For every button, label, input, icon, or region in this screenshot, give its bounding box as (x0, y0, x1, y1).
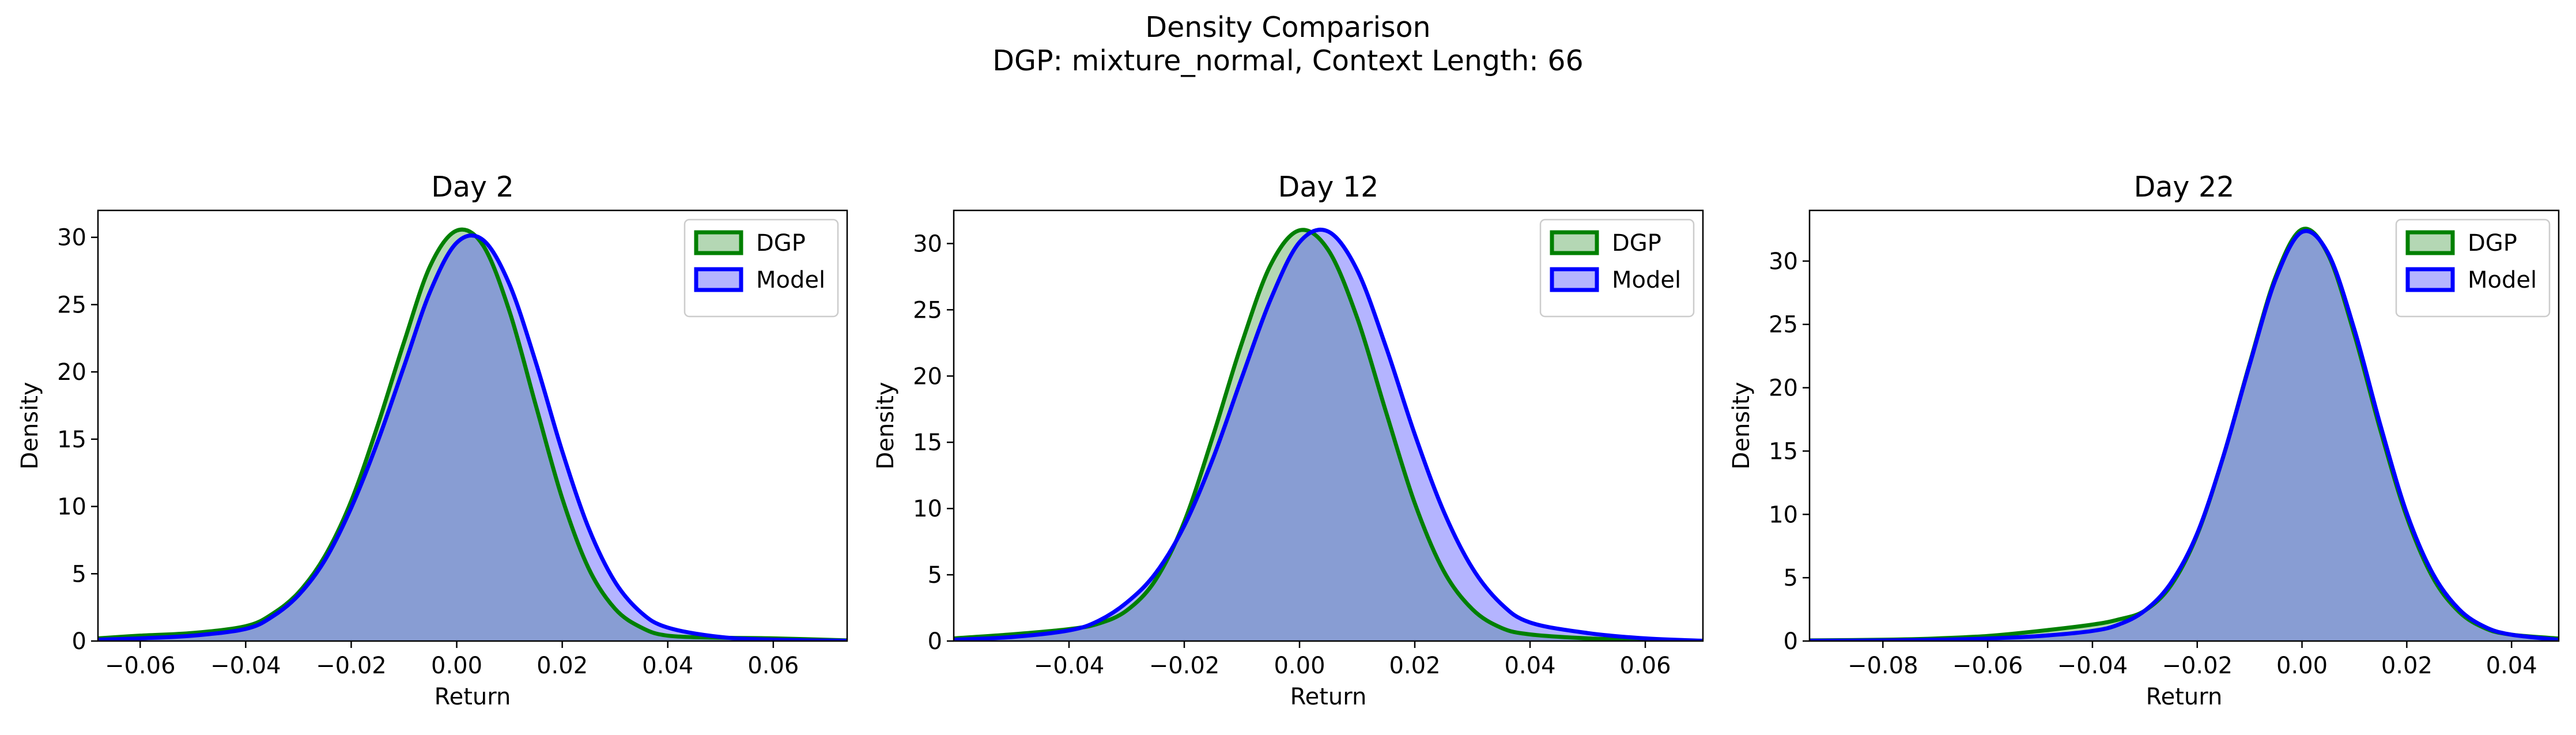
y-tick-label: 30 (1769, 248, 1798, 275)
legend-swatch-dgp (1550, 230, 1599, 255)
panel-title: Day 22 (2134, 171, 2235, 203)
y-tick-label: 5 (72, 561, 86, 587)
y-tick-label: 5 (1784, 565, 1798, 591)
series-area-dgp (1810, 228, 2559, 641)
y-axis-label: Density (872, 382, 899, 469)
x-axis-label: Return (435, 684, 511, 710)
legend-label-model: Model (2468, 267, 2537, 293)
x-tick-label: 0.06 (747, 653, 799, 679)
legend-swatch-model (2405, 267, 2455, 292)
legend-box (683, 218, 839, 318)
x-tick-label: 0.06 (1619, 653, 1671, 679)
legend-swatch-model (694, 267, 743, 292)
legend: DGP Model (1539, 218, 1695, 318)
y-tick-label: 30 (913, 231, 942, 257)
series-line-dgp (954, 228, 1703, 641)
legend-swatch-model (1550, 267, 1599, 292)
axes-frame (97, 209, 848, 642)
x-tick-label: 0.04 (642, 653, 693, 679)
series-area-dgp (954, 229, 1703, 641)
series-area-dgp (98, 229, 847, 641)
axes-frame (1808, 209, 2560, 642)
series-line-model (1810, 229, 2559, 641)
legend-box (1539, 218, 1695, 318)
figure-title: Density Comparison (1145, 11, 1430, 44)
series-area-model (98, 235, 847, 641)
x-tick-label: −0.08 (1848, 653, 1918, 679)
y-tick-label: 15 (1769, 438, 1798, 465)
y-tick-label: 10 (1769, 502, 1798, 528)
series-line-dgp (98, 227, 847, 641)
x-tick-label: −0.06 (1952, 653, 2023, 679)
x-tick-label: 0.00 (2276, 653, 2328, 679)
plot-area (954, 228, 1703, 641)
figure-subtitle: DGP: mixture_normal, Context Length: 66 (992, 44, 1583, 77)
x-axis-label: Return (1290, 684, 1367, 710)
panel-title: Day 12 (1278, 171, 1379, 203)
y-tick-label: 10 (913, 496, 942, 522)
x-tick-label: 0.02 (1389, 653, 1440, 679)
y-tick-label: 10 (57, 494, 86, 521)
x-tick-label: −0.02 (1149, 653, 1220, 679)
legend: DGP Model (683, 218, 839, 318)
plot-area (1810, 227, 2559, 641)
legend-label-dgp: DGP (1612, 230, 1661, 257)
panel-3: −0.08 −0.06 −0.04 −0.02 0.00 0.02 0.04 0 5 10 15 20… (1728, 171, 2560, 710)
y-tick-label: 20 (1769, 375, 1798, 402)
y-tick-label: 25 (1769, 312, 1798, 338)
x-tick-label: 0.04 (2486, 653, 2537, 679)
legend-swatch-dgp (2405, 230, 2455, 255)
x-tick-label: 0.02 (2381, 653, 2433, 679)
series-line-model (954, 228, 1703, 641)
x-tick-label: −0.06 (105, 653, 176, 679)
series-area-model (1810, 231, 2559, 641)
x-tick-label: 0.04 (1504, 653, 1555, 679)
y-tick-label: 5 (928, 562, 942, 589)
legend-label-dgp: DGP (2468, 230, 2517, 257)
legend-label-model: Model (1612, 267, 1681, 293)
x-tick-label: −0.02 (2162, 653, 2233, 679)
x-tick-label: −0.04 (210, 653, 281, 679)
x-tick-label: −0.02 (316, 653, 387, 679)
legend: DGP Model (2395, 218, 2551, 318)
y-tick-label: 15 (57, 427, 86, 453)
x-tick-label: −0.04 (2057, 653, 2128, 679)
series-line-model (98, 233, 847, 641)
panel-1: −0.06 −0.04 −0.02 0.00 0.02 0.04 0.06 0 5 10 15 20 2… (17, 171, 848, 710)
y-tick-label: 20 (913, 363, 942, 390)
x-axis-label: Return (2146, 684, 2223, 710)
x-tick-label: 0.00 (431, 653, 482, 679)
y-axis-label: Density (17, 382, 43, 469)
panels: −0.06 −0.04 −0.02 0.00 0.02 0.04 0.06 0 5 10 15 20 2… (17, 171, 2560, 710)
plot-area (98, 227, 847, 641)
y-tick-label: 25 (57, 292, 86, 318)
y-axis-label: Density (1728, 382, 1755, 469)
panel-title: Day 2 (431, 171, 514, 203)
x-tick-label: 0.02 (537, 653, 588, 679)
panel-2: −0.04 −0.02 0.00 0.02 0.04 0.06 0 5 10 15 20 25 30 Da… (872, 171, 1704, 710)
y-tick-label: 30 (57, 225, 86, 251)
legend-label-dgp: DGP (756, 230, 806, 257)
x-tick-label: −0.04 (1034, 653, 1105, 679)
legend-label-model: Model (756, 267, 825, 293)
y-tick-label: 15 (913, 429, 942, 456)
legend-box (2395, 218, 2551, 318)
legend-swatch-dgp (694, 230, 743, 255)
y-tick-label: 20 (57, 359, 86, 386)
y-tick-label: 0 (72, 628, 86, 655)
series-area-model (954, 229, 1703, 641)
x-tick-label: 0.00 (1274, 653, 1325, 679)
y-tick-label: 0 (1784, 628, 1798, 655)
y-tick-label: 0 (928, 628, 942, 655)
y-tick-label: 25 (913, 297, 942, 323)
axes-frame (953, 209, 1704, 642)
